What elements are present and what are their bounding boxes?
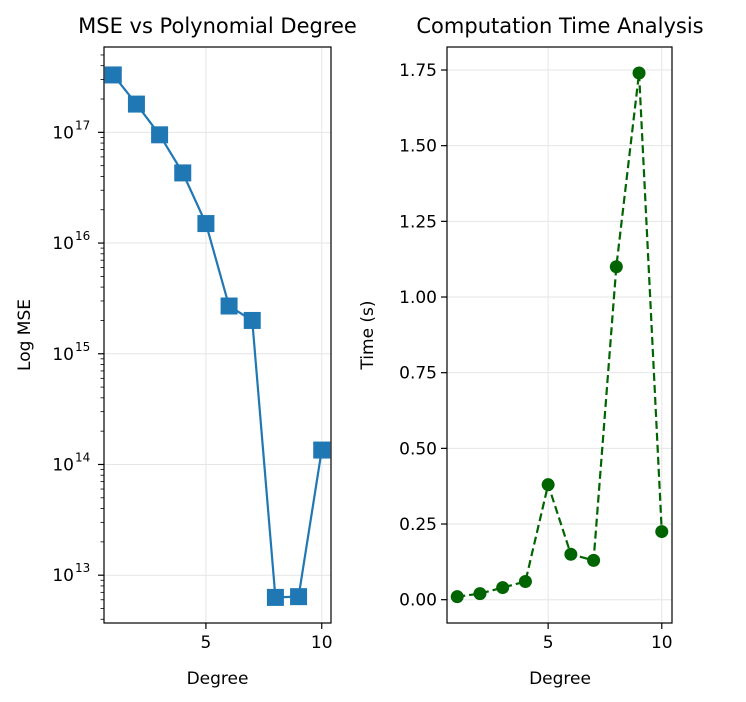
time-y-tick-label: 0.25 — [399, 515, 437, 535]
mse-grid — [104, 47, 331, 623]
time-x-axis-label: Degree — [529, 669, 591, 689]
time-chart-panel: 5 10 0.00 0.25 0.50 0.75 1.00 1.25 1.50 1.75 Comp… — [358, 14, 704, 689]
mse-y-tick-exponent: 14 — [75, 450, 90, 464]
time-y-tick-label: 1.00 — [399, 288, 437, 308]
time-data-point — [473, 587, 487, 601]
time-chart-title: Computation Time Analysis — [416, 14, 703, 38]
time-ticks: 5 10 0.00 0.25 0.50 0.75 1.00 1.25 1.50 1.75 — [399, 61, 672, 653]
mse-y-axis-label: Log MSE — [15, 299, 35, 371]
time-data-point — [496, 581, 510, 595]
mse-y-tick-label: 10 — [52, 566, 74, 586]
mse-data-point — [197, 215, 215, 233]
time-y-tick-label: 0.75 — [399, 364, 437, 384]
time-x-tick-label: 10 — [651, 633, 673, 653]
time-data-point — [564, 547, 578, 561]
time-data-point — [609, 260, 623, 274]
time-series-line — [457, 72, 663, 598]
mse-y-tick-label: 10 — [52, 234, 74, 254]
mse-data-point — [174, 164, 192, 182]
time-y-axis-label: Time (s) — [358, 300, 378, 370]
mse-data-point — [290, 588, 308, 606]
mse-data-point — [220, 297, 238, 315]
time-y-tick-label: 1.75 — [399, 61, 437, 81]
time-data-point — [450, 590, 464, 604]
time-y-tick-label: 1.50 — [399, 137, 437, 157]
mse-series-line — [112, 74, 323, 599]
mse-y-tick-label: 10 — [52, 345, 74, 365]
mse-data-point — [266, 588, 284, 606]
time-y-tick-label: 0.50 — [399, 439, 437, 459]
time-y-tick-label: 1.25 — [399, 212, 437, 232]
mse-plot-frame — [103, 46, 332, 624]
mse-y-tick-exponent: 15 — [75, 340, 90, 354]
mse-x-axis-label: Degree — [187, 669, 249, 689]
mse-series — [104, 66, 331, 606]
mse-data-point — [151, 126, 169, 144]
mse-y-tick-label: 10 — [52, 455, 74, 475]
mse-data-point — [104, 66, 122, 84]
mse-data-point — [127, 95, 145, 113]
mse-x-tick-label: 10 — [311, 633, 333, 653]
time-x-tick-label: 5 — [543, 633, 554, 653]
time-series — [450, 66, 669, 604]
mse-y-tick-label: 10 — [52, 123, 74, 143]
time-data-point — [518, 575, 532, 589]
time-y-tick-label: 0.00 — [399, 591, 437, 611]
mse-data-point — [243, 311, 261, 329]
mse-y-tick-exponent: 17 — [75, 118, 90, 132]
time-data-point — [632, 66, 646, 80]
time-data-point — [655, 525, 669, 539]
time-data-point — [541, 478, 555, 492]
mse-y-tick-exponent: 16 — [75, 229, 90, 243]
mse-chart-title: MSE vs Polynomial Degree — [78, 14, 357, 38]
mse-y-tick-exponent: 13 — [75, 561, 90, 575]
time-plot-frame — [446, 46, 673, 624]
time-data-point — [587, 553, 601, 567]
time-grid — [447, 47, 672, 623]
mse-data-point — [313, 441, 331, 459]
mse-x-tick-label: 5 — [201, 633, 212, 653]
